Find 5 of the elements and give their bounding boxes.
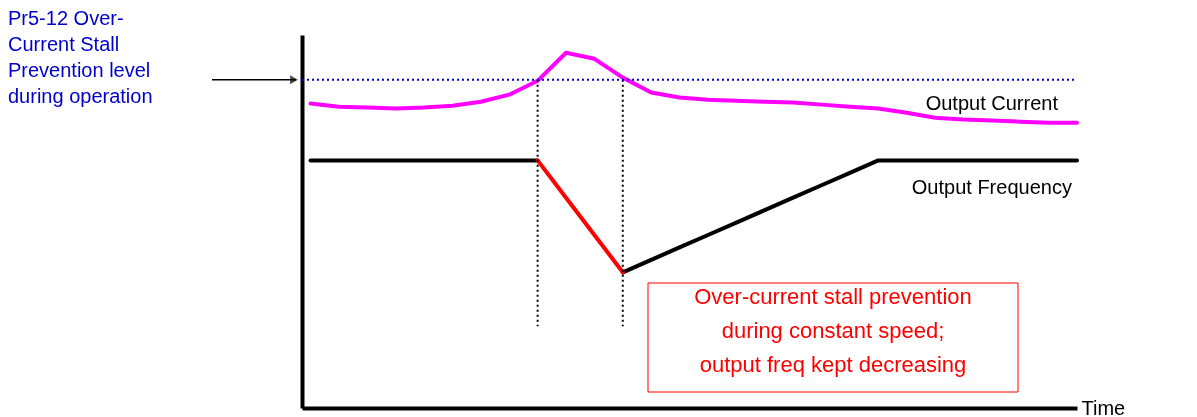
annotation: Over-current stall prevention during constant speed; output freq kept decreasing (694, 284, 972, 377)
series-label: Output Current (925, 91, 1059, 114)
series-label: Output Frequency (911, 176, 1072, 199)
ref-line-label: Pr5-12 Over- Current Stall Prevention level during operation (8, 7, 153, 107)
x-axis-title: Time (1081, 396, 1126, 417)
